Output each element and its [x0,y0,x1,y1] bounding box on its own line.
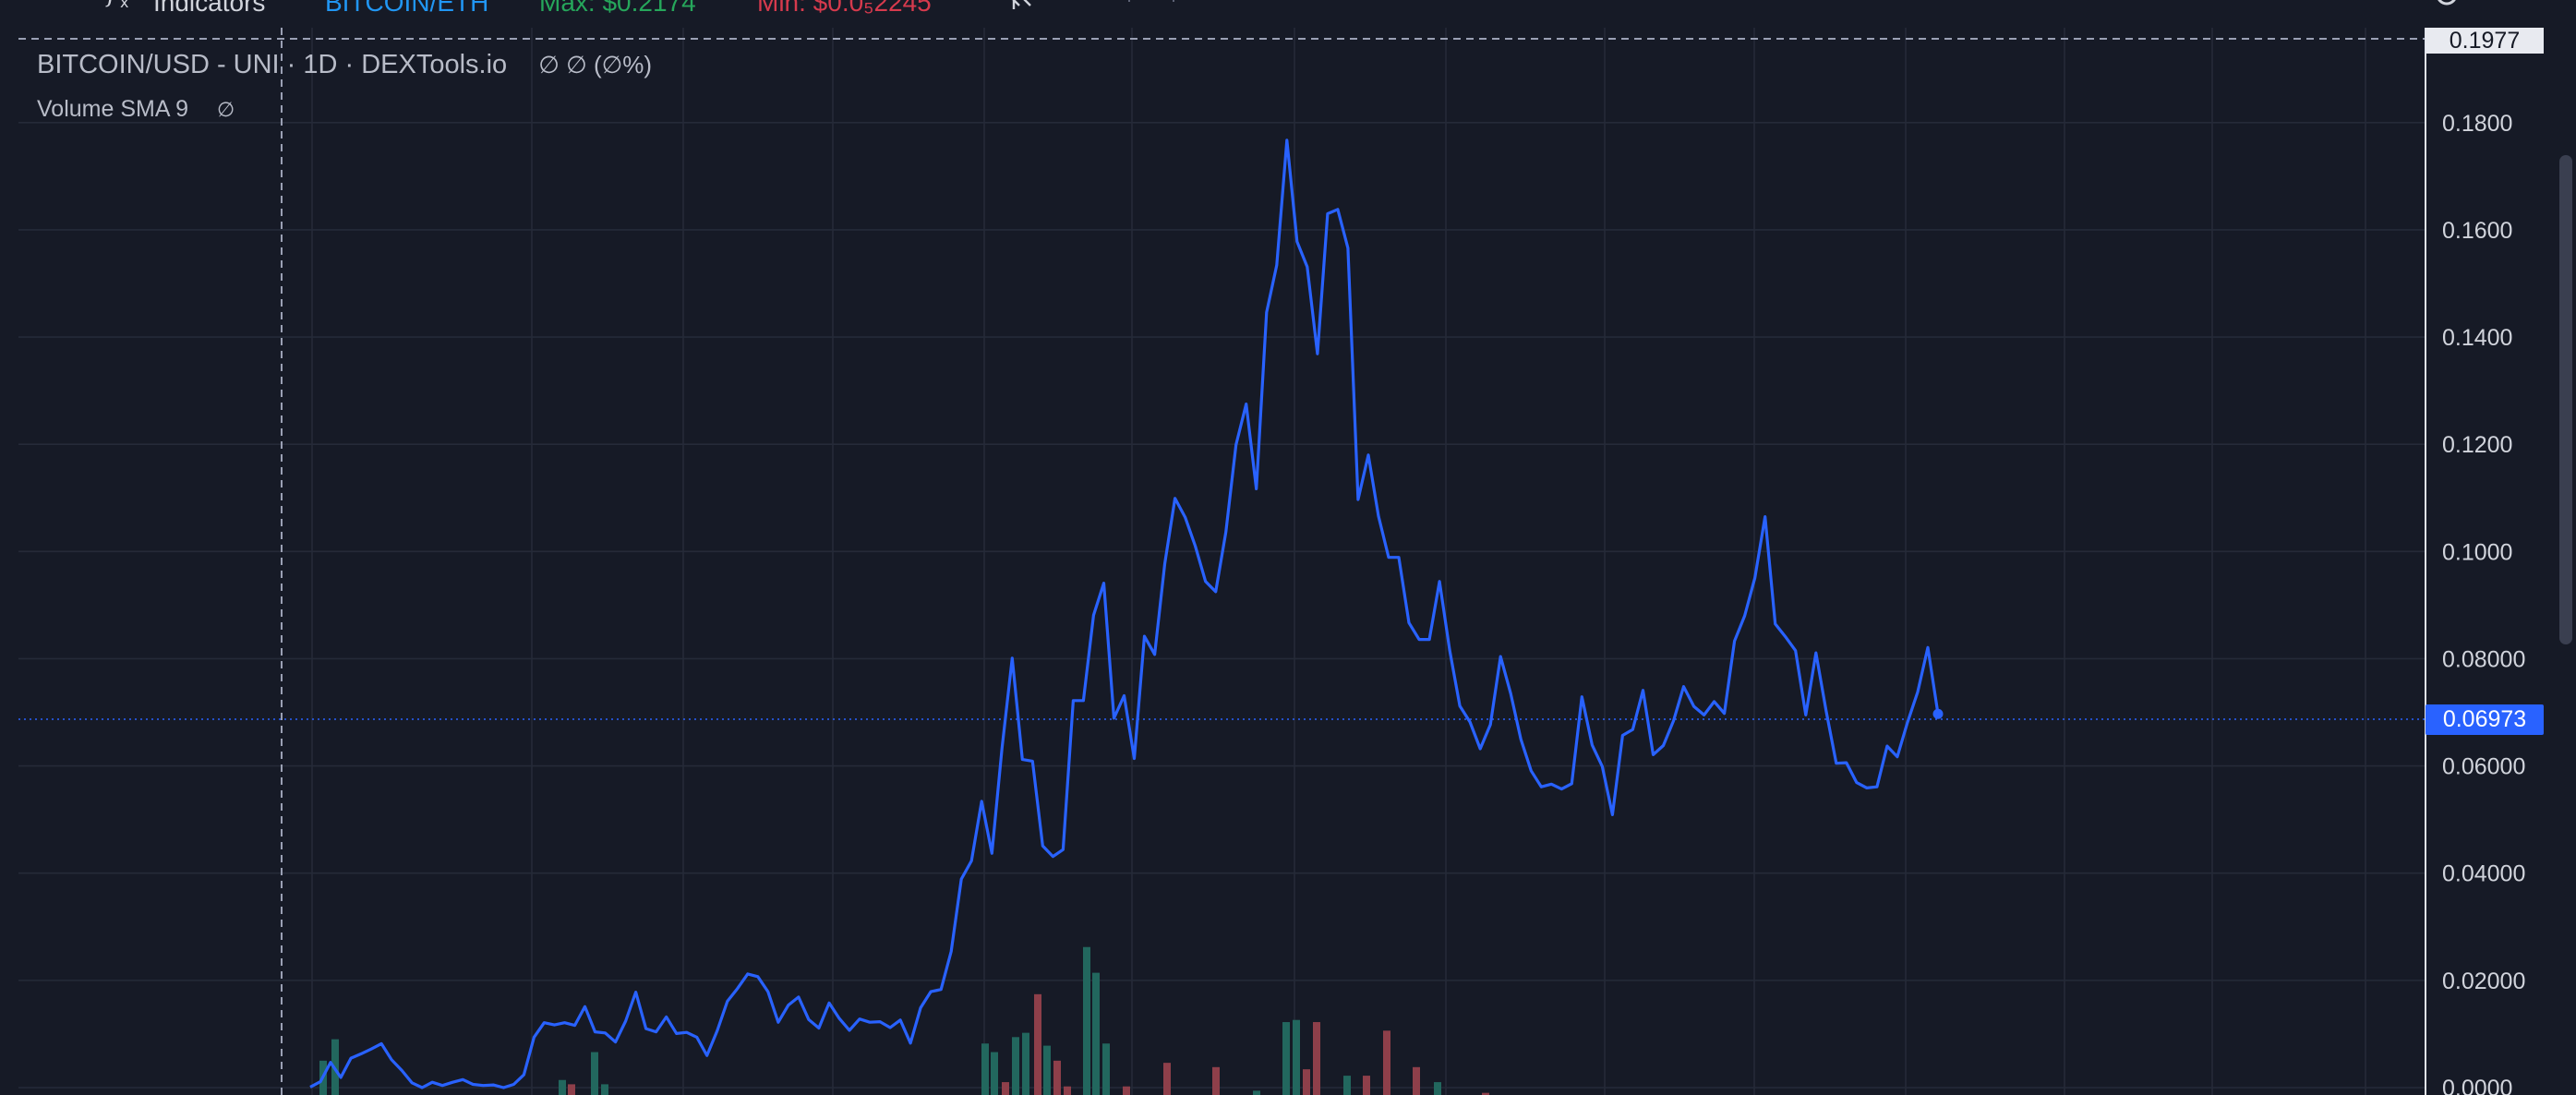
price-axis-tick-label: 0.1000 [2442,539,2512,565]
volume-sma-value: ∅ [216,98,235,121]
last-price-point [1932,708,1944,719]
volume-bar [1434,1082,1441,1095]
crosshair-price-badge: 0.1977 [2426,28,2544,54]
price-axis-scrollbar[interactable] [2559,155,2572,644]
toolbar-separator [1173,0,1174,2]
volume-bar [1293,1019,1300,1095]
price-axis-tick-label: 0.0000 [2442,1076,2512,1095]
volume-bar [559,1079,566,1095]
svg-text:x: x [120,0,128,11]
volume-bar [1482,1092,1489,1095]
volume-bar [1282,1022,1290,1095]
price-axis-tick-label: 0.04000 [2442,861,2525,887]
min-price-label: Min: $0.0₅2245 [757,0,932,17]
price-axis-tick-label: 0.1600 [2442,218,2512,244]
symbol-title[interactable]: BITCOIN/USD - UNI · 1D · DEXTools.io [37,50,508,79]
volume-bar [1022,1032,1029,1095]
price-axis-tick-label: 0.08000 [2442,646,2525,672]
volume-bar [1383,1030,1390,1095]
volume-bars [319,946,1489,1095]
volume-bar [1053,1060,1061,1095]
price-axis-tick-label: 0.1200 [2442,432,2512,458]
compare-icon[interactable] [1005,0,1036,18]
volume-bar [1083,946,1090,1095]
volume-bar [1253,1090,1260,1095]
volume-bar [568,1084,575,1095]
volume-bar [1313,1022,1320,1095]
price-axis-tick-label: 0.02000 [2442,969,2525,994]
volume-sma-label[interactable]: Volume SMA 9 [37,96,188,122]
price-axis: 0.1800 0.1600 0.1400 0.1200 0.1000 0.08000 0.0… [2442,111,2525,1095]
volume-bar [1212,1066,1220,1095]
price-axis-tick-label: 0.1400 [2442,325,2512,351]
price-axis-tick-label: 0.06000 [2442,754,2525,780]
volume-bar [1034,993,1041,1095]
volume-bar [1012,1037,1019,1095]
volume-bar [1303,1069,1310,1095]
volume-bar [1064,1086,1071,1095]
price-line [309,138,1940,1089]
volume-bar [601,1084,608,1095]
volume-bar [991,1052,998,1095]
volume-bar [1002,1082,1009,1095]
max-price-label: Max: $0.2174 [539,0,696,17]
chart-grid [18,28,2426,1095]
price-axis-tick-label: 0.1800 [2442,111,2512,137]
volume-bar [1123,1086,1130,1095]
indicators-icon[interactable]: fx [103,0,140,21]
settings-gear-icon[interactable] [2430,0,2463,18]
legend-title: BITCOIN/USD - UNI · 1D · DEXTools.io ∅ ∅… [37,50,652,80]
pair-label[interactable]: BITCOIN/ETH [325,0,489,17]
svg-text:f: f [105,0,120,8]
volume-bar [1343,1076,1351,1095]
indicators-button[interactable]: Indicators [153,0,266,17]
volume-bar [1092,972,1100,1095]
volume-bar [1363,1076,1370,1095]
volume-bar [1043,1045,1051,1095]
volume-bar [591,1052,598,1095]
volume-bar [1163,1063,1171,1095]
volume-bar [1413,1066,1420,1095]
ohlc-values: ∅ ∅ (∅%) [538,51,653,78]
volume-legend: Volume SMA 9 ∅ [37,96,235,123]
toolbar-separator [1128,0,1130,2]
last-price-badge: 0.06973 [2426,704,2544,735]
volume-bar [981,1043,989,1095]
volume-bar [1102,1043,1110,1095]
